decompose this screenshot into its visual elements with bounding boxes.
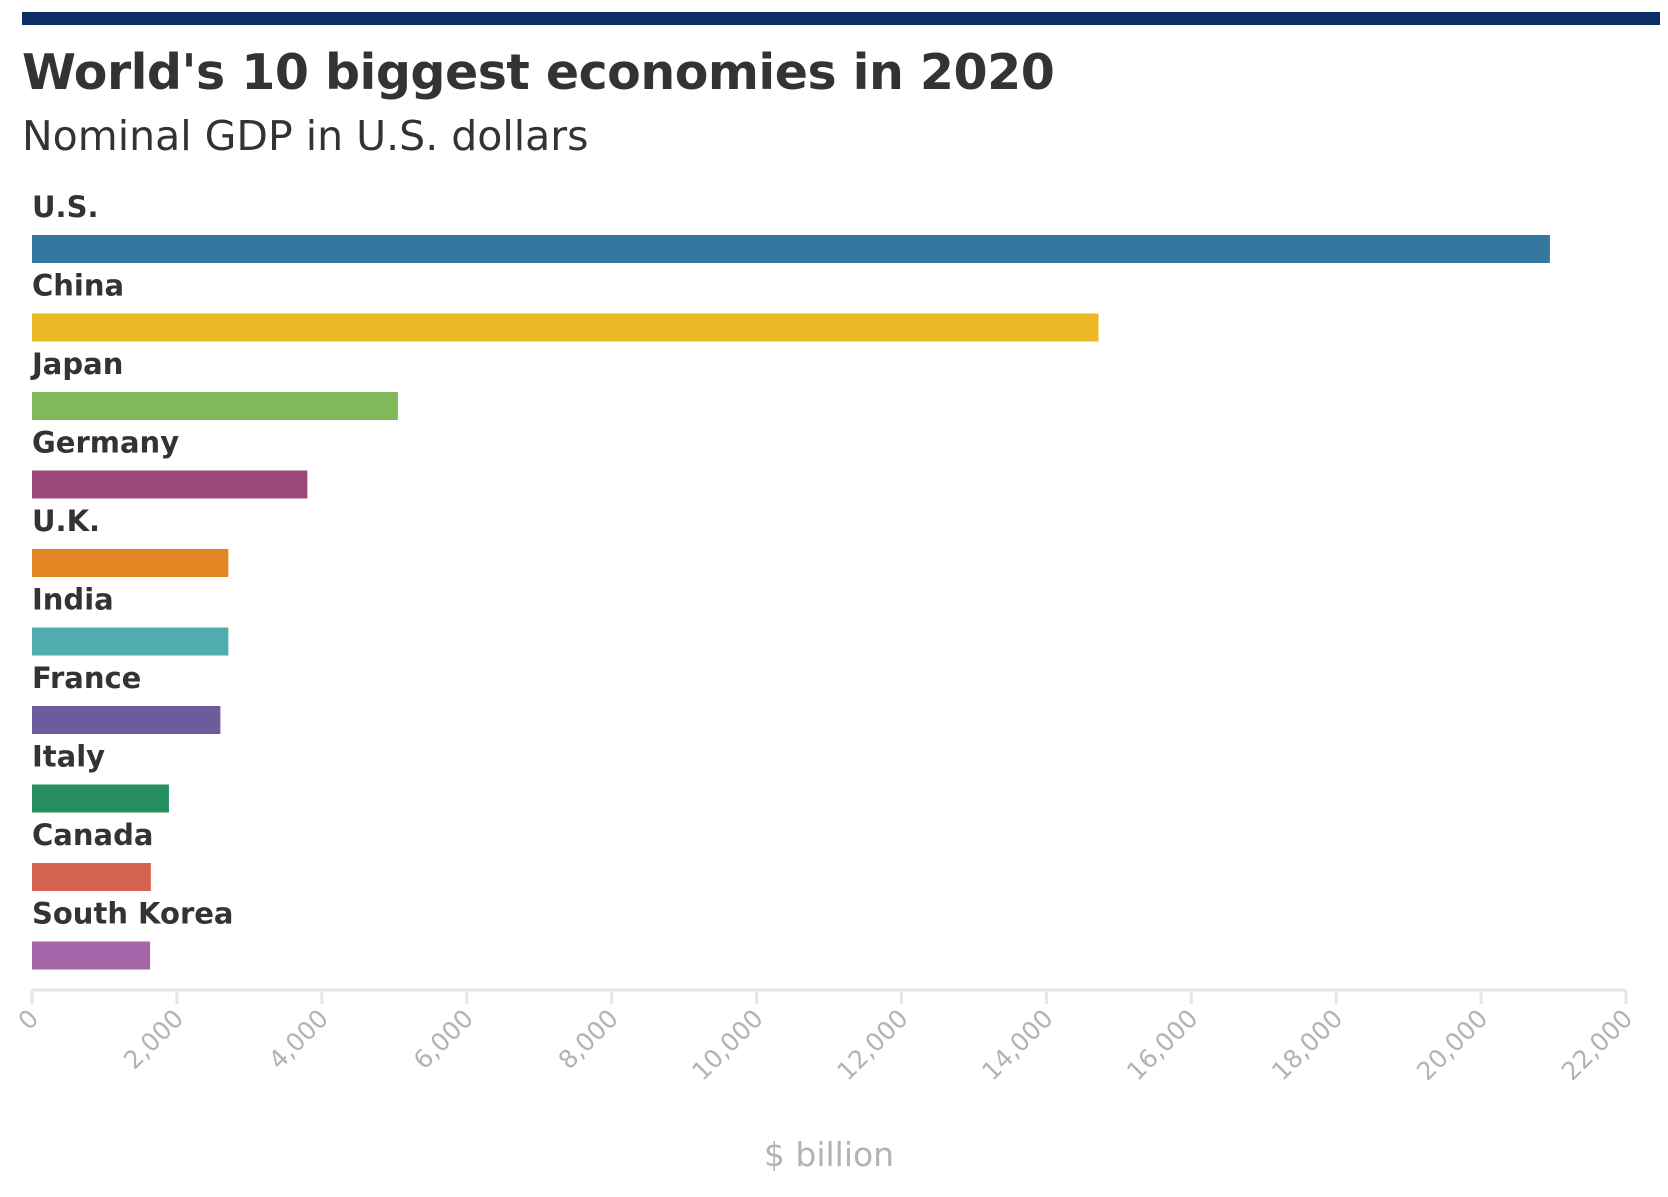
category-label-italy: Italy — [32, 740, 105, 774]
category-label-japan: Japan — [30, 347, 123, 381]
x-tick-label: 22,000 — [1556, 1004, 1638, 1086]
bar-india — [32, 627, 229, 656]
bar-italy — [32, 784, 169, 813]
bar-south-korea — [32, 941, 151, 970]
category-label-u-k: U.K. — [32, 504, 100, 538]
x-tick-label: 0 — [12, 1004, 44, 1036]
chart-title: World's 10 biggest economies in 2020 — [22, 44, 1055, 101]
x-tick-label: 4,000 — [263, 1004, 334, 1075]
category-label-india: India — [32, 583, 114, 617]
bar-china — [32, 313, 1099, 342]
x-tick-label: 16,000 — [1121, 1004, 1203, 1086]
category-label-canada: Canada — [32, 818, 153, 852]
x-tick-label: 20,000 — [1411, 1004, 1493, 1086]
category-label-u-s: U.S. — [32, 190, 98, 224]
bar-canada — [32, 863, 151, 891]
top-rule — [22, 12, 1660, 25]
x-tick-label: 12,000 — [831, 1004, 913, 1086]
category-label-france: France — [32, 661, 141, 695]
x-tick-label: 10,000 — [686, 1004, 768, 1086]
x-tick-label: 14,000 — [976, 1004, 1058, 1086]
category-label-germany: Germany — [32, 426, 179, 460]
bar-u-k — [32, 549, 229, 577]
bar-u-s — [32, 235, 1550, 263]
x-tick-label: 6,000 — [408, 1004, 479, 1075]
category-label-south-korea: South Korea — [32, 897, 234, 931]
bar-germany — [32, 470, 308, 499]
chart-subtitle: Nominal GDP in U.S. dollars — [22, 112, 589, 160]
category-label-china: China — [32, 269, 124, 303]
x-tick-label: 18,000 — [1266, 1004, 1348, 1086]
x-tick-label: 2,000 — [118, 1004, 189, 1075]
x-axis-title: $ billion — [764, 1135, 894, 1174]
x-tick-label: 8,000 — [553, 1004, 624, 1075]
bar-france — [32, 706, 221, 734]
bar-japan — [32, 392, 398, 420]
